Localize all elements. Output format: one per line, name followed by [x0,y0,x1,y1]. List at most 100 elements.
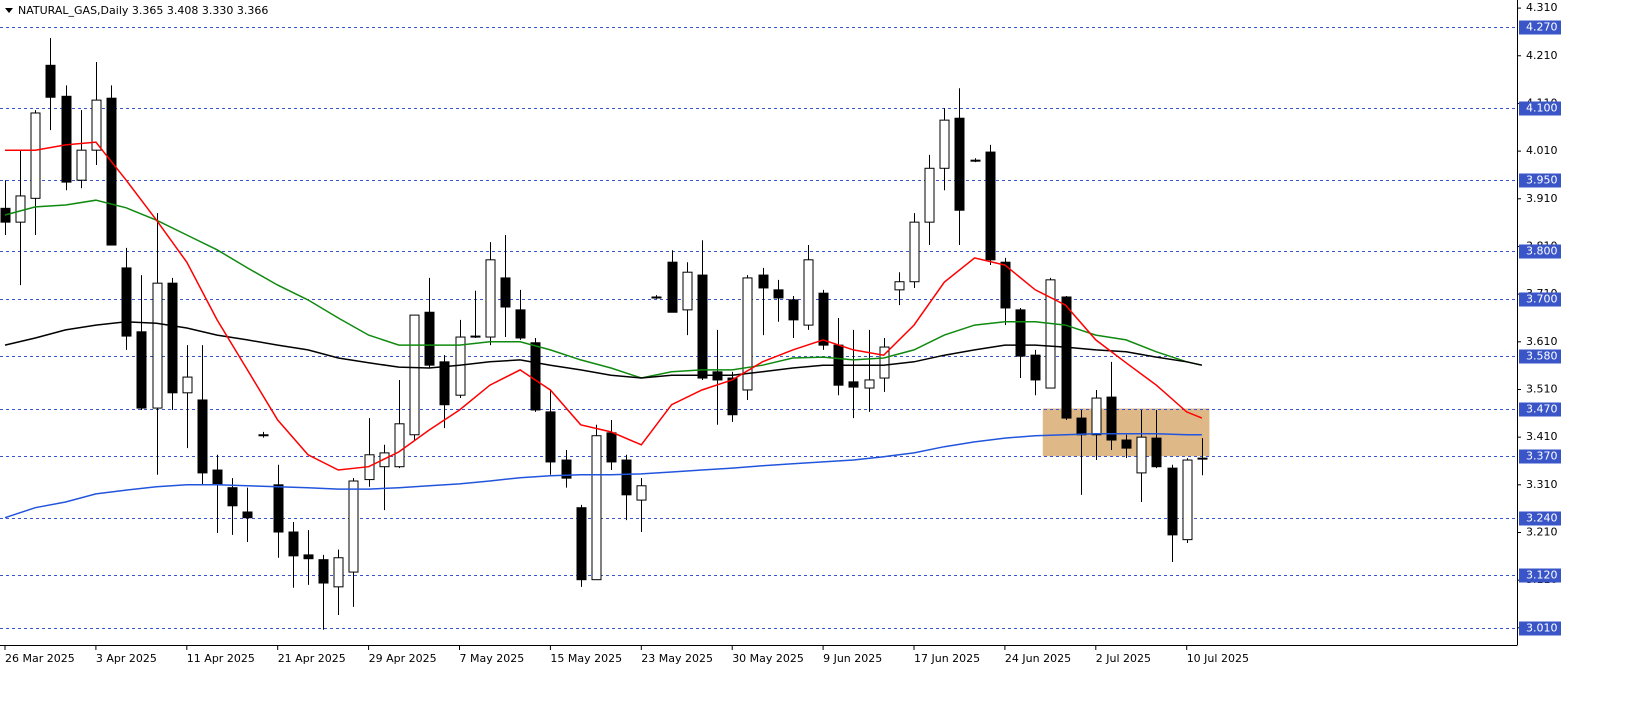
candle-body [106,97,117,246]
candle-body [1015,309,1026,357]
candle-body [394,423,405,468]
plot-area [0,27,1517,630]
level-label: 3.370 [1526,450,1558,463]
candle-body [985,151,996,261]
candle-body [30,112,41,199]
candle-body [212,469,223,486]
candle-body [1076,417,1087,436]
candle-body [1061,296,1072,419]
candle-body [121,267,132,337]
level-label-box [1519,173,1561,188]
candle-body [439,361,450,406]
x-tick-label: 15 May 2025 [550,652,622,665]
x-tick-label: 29 Apr 2025 [369,652,437,665]
candle-body [515,309,526,339]
level-label-box [1519,20,1561,35]
candle-body [500,277,511,308]
y-tick-label: 3.610 [1526,335,1558,348]
y-tick-label: 3.210 [1526,525,1558,538]
level-label-box [1519,568,1561,583]
candle-body [152,282,163,409]
candle-body [273,484,284,533]
level-label-box [1519,449,1561,464]
candle-body [76,149,87,181]
level-label: 3.010 [1526,622,1558,635]
candle-body [1121,439,1132,449]
candle-body [651,296,662,299]
collapse-icon[interactable] [5,8,13,13]
level-label: 3.240 [1526,512,1558,525]
x-tick-label: 17 Jun 2025 [914,652,980,665]
candle-body [318,559,329,584]
y-tick-label: 4.210 [1526,49,1558,62]
candle-body [697,274,708,379]
candle-body [530,342,541,411]
level-label-box [1519,511,1561,526]
y-tick-label: 3.310 [1526,478,1558,491]
candle-body [727,377,738,416]
y-tick-label: 3.410 [1526,430,1558,443]
candle-body [939,119,950,169]
moving-average-line [5,141,1203,471]
level-label-box [1519,101,1561,116]
candle-body [970,159,981,162]
x-tick-label: 21 Apr 2025 [278,652,346,665]
candle-body [773,289,784,299]
level-label: 4.100 [1526,102,1558,115]
x-tick-label: 7 May 2025 [460,652,525,665]
level-label-box [1519,244,1561,259]
candle-body [848,381,859,388]
candle-body [136,331,147,409]
x-tick-label: 2 Jul 2025 [1096,652,1151,665]
candle-body [742,277,753,391]
candle-body [758,274,769,289]
candle-body [1136,436,1147,474]
candle-body [682,271,693,311]
candle-body [333,557,344,588]
candle-body [591,435,602,581]
candle-body [576,507,587,581]
candle-body [1182,459,1193,541]
candle-body [1151,437,1162,468]
chart-title: NATURAL_GAS,Daily 3.365 3.408 3.330 3.36… [18,4,268,17]
candle-body [15,195,26,223]
x-tick-label: 11 Apr 2025 [187,652,255,665]
moving-average-line [4,433,1202,519]
level-label-box [1519,402,1561,417]
level-label: 3.800 [1526,245,1558,258]
candle-body [864,379,875,389]
x-tick-label: 10 Jul 2025 [1187,652,1249,665]
level-label: 4.270 [1526,21,1558,34]
level-label: 3.470 [1526,403,1558,416]
candle-body [303,554,314,560]
level-label: 3.120 [1526,569,1558,582]
candle-body [242,511,253,519]
candle-body [470,335,481,338]
candle-body [636,485,647,501]
x-tick-label: 26 Mar 2025 [5,652,75,665]
level-label: 3.700 [1526,293,1558,306]
candle-body [1030,354,1041,381]
candle-body [606,432,617,463]
candle-body [954,117,965,211]
y-tick-label: 4.310 [1526,1,1558,14]
candle-body [45,64,56,98]
candle-body [909,221,920,283]
candle-body [545,411,556,463]
candle-body [1106,396,1117,441]
level-label: 3.580 [1526,350,1558,363]
candle-body [803,259,814,326]
y-tick-label: 3.510 [1526,382,1558,395]
candle-body [182,376,193,394]
candle-body [91,99,102,151]
candle-body [197,399,208,474]
candle-body [818,292,829,346]
candle-body [894,281,905,291]
candle-body [1045,279,1056,389]
candle-body [379,452,390,468]
candle-body [924,167,935,223]
candle-body [424,311,435,366]
candle-body [1000,261,1011,309]
